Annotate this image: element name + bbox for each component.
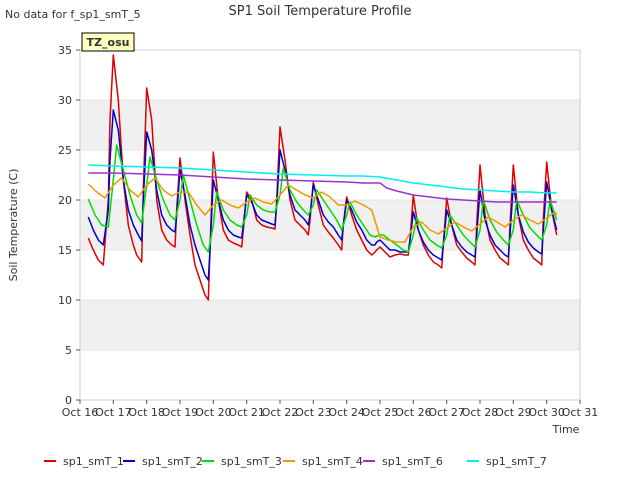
legend-item: sp1_smT_2 — [123, 455, 203, 468]
grid-band — [80, 100, 580, 150]
legend-item: sp1_smT_3 — [202, 455, 282, 468]
plot-background — [80, 49, 580, 401]
x-tick-label: Oct 30 — [528, 406, 565, 419]
grid-band — [80, 350, 580, 400]
x-tick-label: Oct 18 — [128, 406, 165, 419]
legend: sp1_smT_1 sp1_smT_2 sp1_smT_3 sp1_smT_4 sp1_… — [44, 455, 547, 468]
series-line-sp1_smT_3 — [87, 144, 558, 253]
x-tick-label: Oct 22 — [262, 406, 299, 419]
x-tick-label: Oct 16 — [62, 406, 99, 419]
legend-item: sp1_smT_6 — [363, 455, 443, 468]
series-line-sp1_smT_6 — [88, 172, 557, 203]
y-tick-label: 15 — [58, 244, 72, 257]
x-tick-label: Oct 20 — [195, 406, 232, 419]
y-axis-ticks: 0 5 10 15 20 25 30 35 — [58, 44, 80, 407]
legend-item: sp1_smT_4 — [283, 455, 363, 468]
x-tick-label: Oct 17 — [95, 406, 132, 419]
timezone-badge: TZ_osu — [81, 32, 135, 52]
x-tick-label: Oct 19 — [162, 406, 199, 419]
grid-band — [80, 250, 580, 300]
no-data-note: No data for f_sp1_smT_5 — [5, 8, 141, 21]
x-axis-label: Time — [552, 423, 580, 436]
legend-label: sp1_smT_6 — [382, 455, 443, 468]
chart-title: SP1 Soil Temperature Profile — [229, 4, 412, 19]
legend-item: sp1_smT_1 — [44, 455, 124, 468]
timezone-badge-label: TZ_osu — [87, 36, 130, 49]
y-tick-label: 0 — [65, 394, 72, 407]
x-tick-label: Oct 25 — [362, 406, 399, 419]
axes — [79, 49, 581, 401]
timezone-badge-box — [81, 32, 135, 52]
series-lines — [87, 54, 558, 301]
x-tick-label: Oct 27 — [428, 406, 465, 419]
legend-label: sp1_smT_1 — [63, 455, 124, 468]
x-tick-label: Oct 28 — [462, 406, 499, 419]
y-tick-label: 5 — [65, 344, 72, 357]
series-line-sp1_smT_1 — [87, 54, 558, 301]
x-tick-label: Oct 24 — [328, 406, 365, 419]
legend-item: sp1_smT_7 — [467, 455, 547, 468]
y-tick-label: 20 — [58, 194, 72, 207]
x-tick-label: Oct 31 — [562, 406, 599, 419]
x-tick-label: Oct 23 — [295, 406, 332, 419]
legend-label: sp1_smT_4 — [302, 455, 363, 468]
grid-band — [80, 50, 580, 100]
x-tick-label: Oct 26 — [395, 406, 432, 419]
y-axis-label: Soil Temperature (C) — [7, 169, 20, 282]
series-line-sp1_smT_2 — [87, 109, 558, 281]
y-tick-label: 10 — [58, 294, 72, 307]
grid-band — [80, 200, 580, 250]
legend-label: sp1_smT_7 — [486, 455, 547, 468]
y-tick-label: 35 — [58, 44, 72, 57]
series-line-sp1_smT_4 — [87, 177, 558, 243]
x-tick-label: Oct 21 — [228, 406, 265, 419]
y-tick-label: 30 — [58, 94, 72, 107]
grid-band — [80, 300, 580, 350]
legend-label: sp1_smT_2 — [142, 455, 203, 468]
y-tick-label: 25 — [58, 144, 72, 157]
x-tick-label: Oct 29 — [495, 406, 532, 419]
plot-frame — [79, 49, 581, 401]
legend-label: sp1_smT_3 — [221, 455, 282, 468]
series-line-sp1_smT_7 — [88, 164, 557, 194]
